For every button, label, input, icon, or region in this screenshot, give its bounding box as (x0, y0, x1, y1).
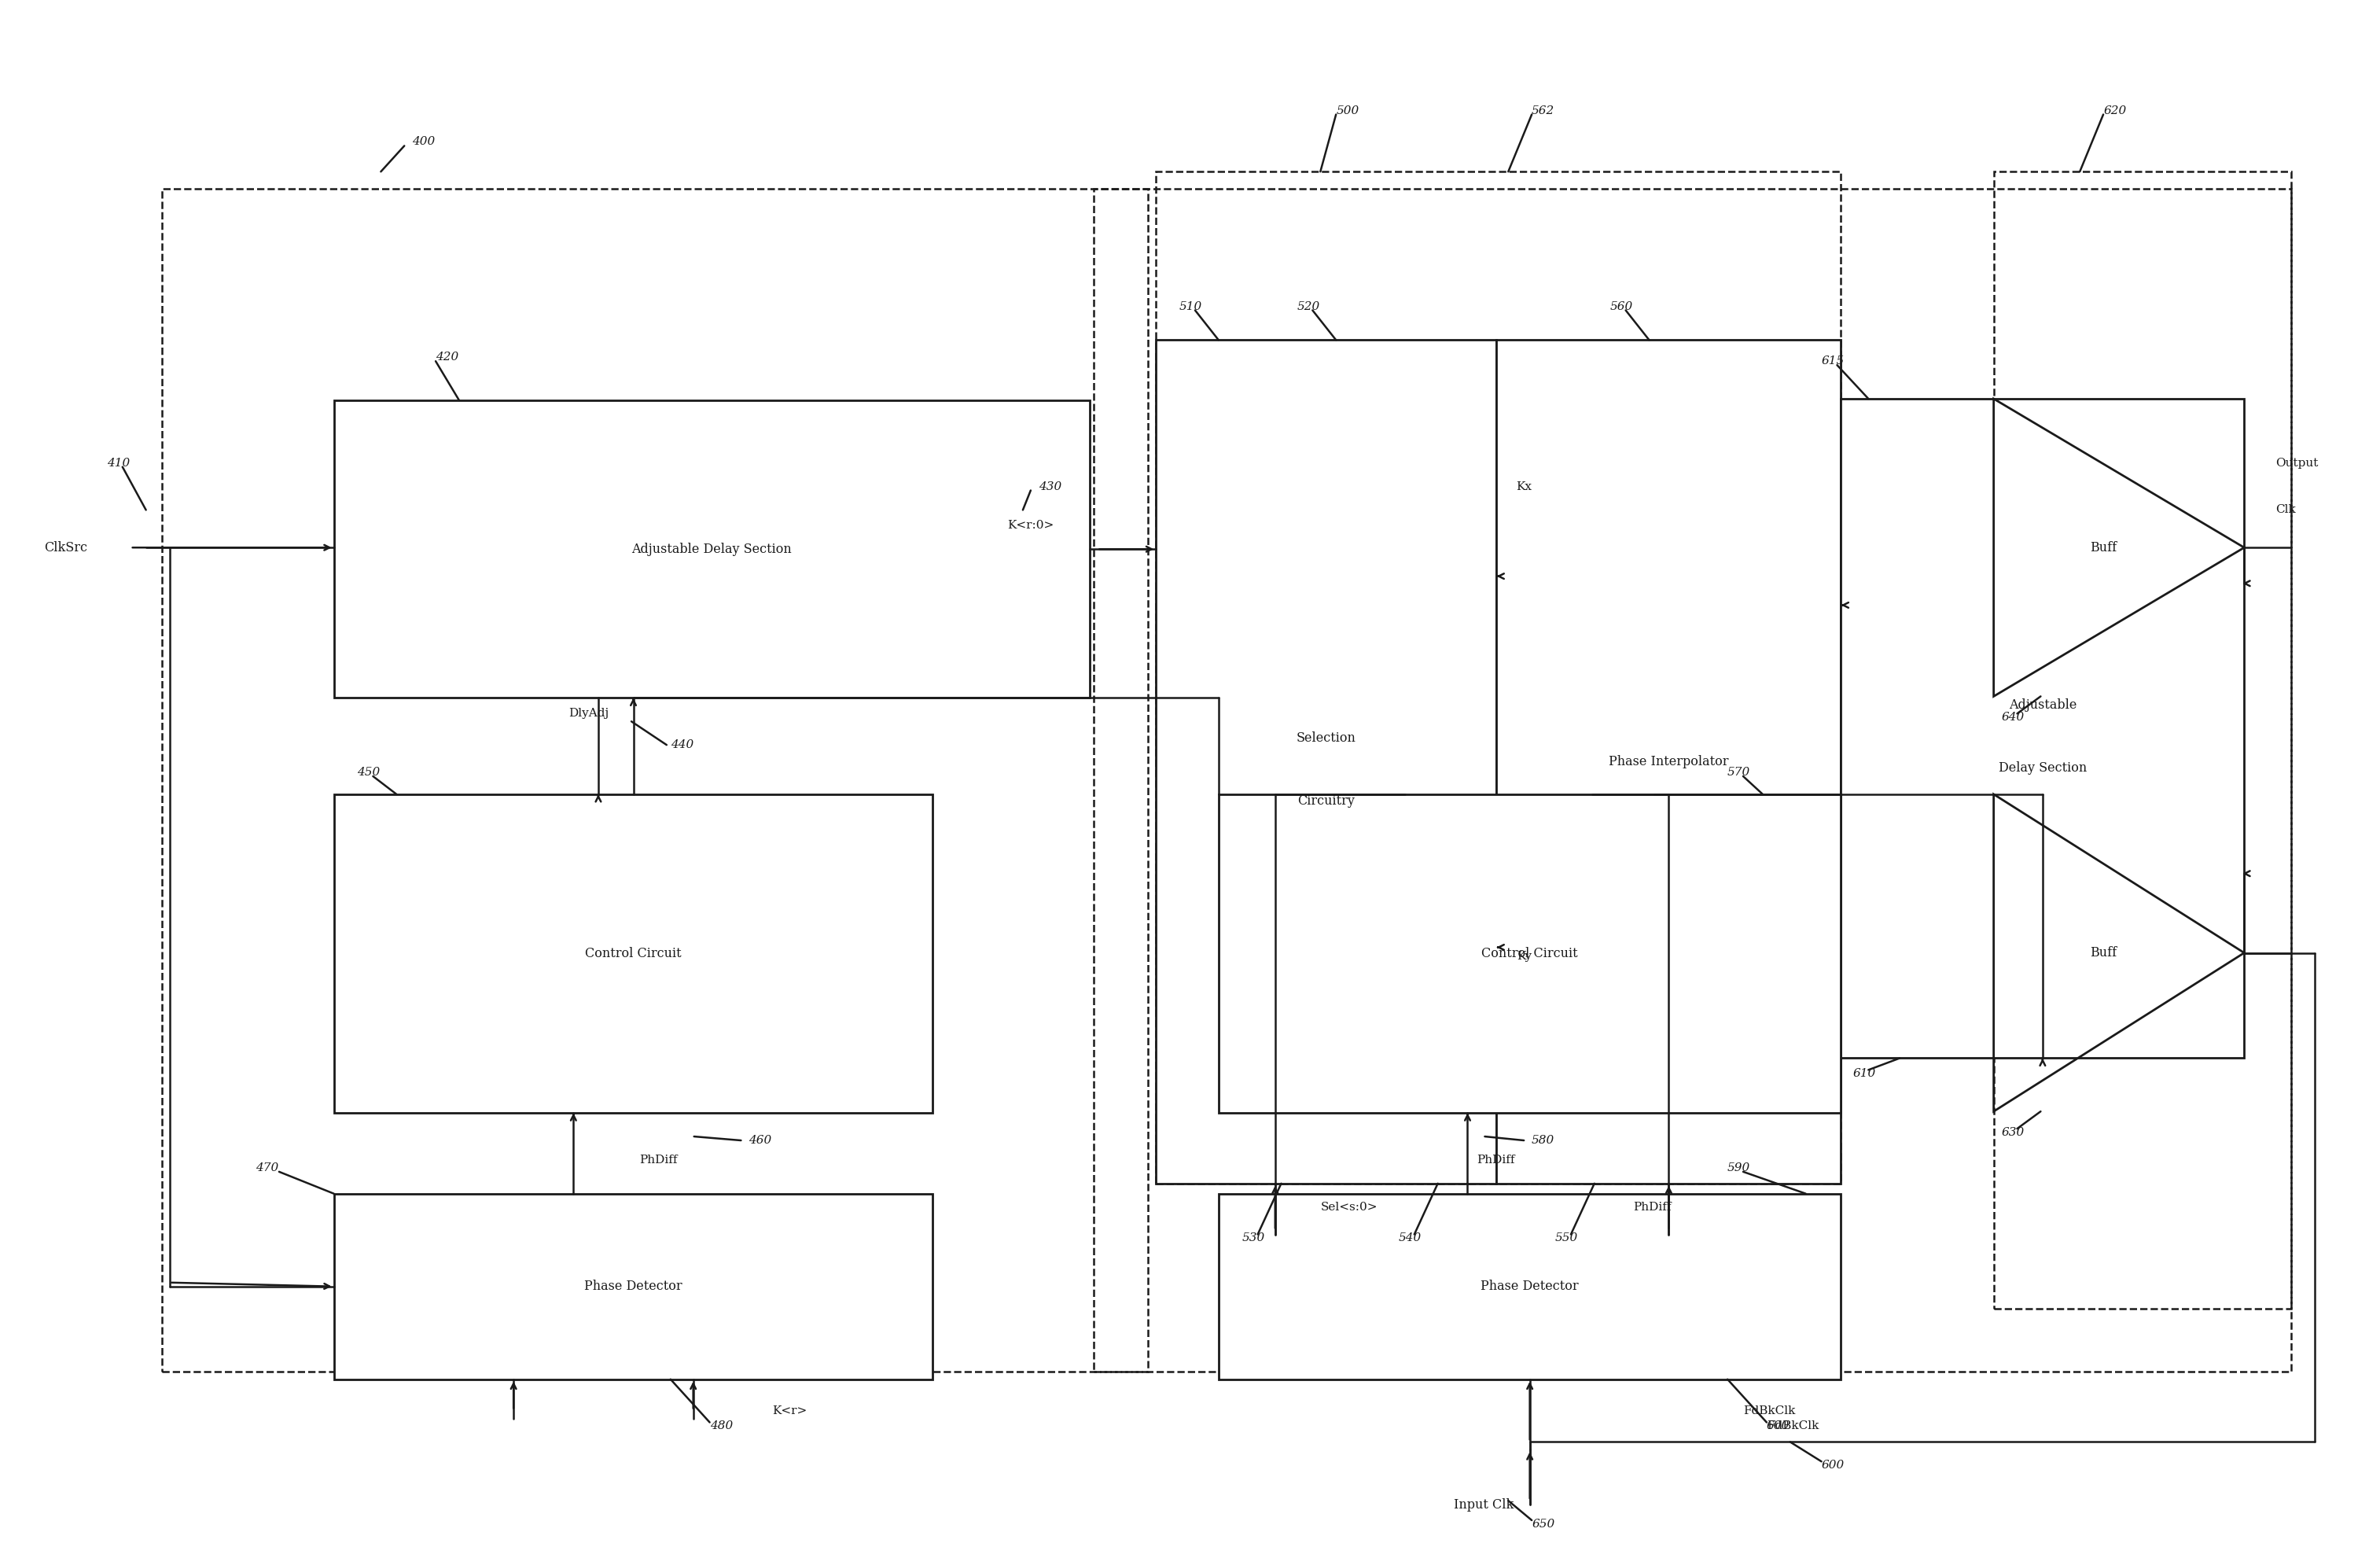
Text: Delay Section: Delay Section (1999, 761, 2087, 775)
Text: FdBkClk: FdBkClk (1766, 1420, 1818, 1433)
Text: 450: 450 (357, 767, 381, 778)
Text: PhDiff: PhDiff (640, 1154, 678, 1165)
Text: Circuitry: Circuitry (1297, 794, 1354, 808)
Text: ClkSrc: ClkSrc (45, 541, 88, 554)
Text: FdBkClk: FdBkClk (1742, 1405, 1795, 1416)
Text: K<r>: K<r> (771, 1405, 807, 1416)
Bar (1497, 340, 1842, 1183)
Text: Kx: Kx (1516, 481, 1533, 492)
Text: 650: 650 (1533, 1519, 1554, 1530)
Text: PhDiff: PhDiff (1633, 1202, 1671, 1213)
Text: Clk: Clk (2275, 504, 2297, 515)
Text: 410: 410 (107, 458, 131, 469)
Text: 440: 440 (671, 739, 693, 750)
Bar (1994, 172, 2292, 1309)
Text: 430: 430 (1038, 481, 1061, 492)
Text: 640: 640 (2002, 712, 2025, 722)
Text: 540: 540 (1399, 1233, 1421, 1244)
Text: 500: 500 (1335, 105, 1359, 116)
Text: PhDiff: PhDiff (1478, 1154, 1516, 1165)
Text: 400: 400 (412, 136, 436, 147)
Bar (1842, 399, 2244, 1058)
Text: 530: 530 (1242, 1233, 1266, 1244)
Text: Control Circuit: Control Circuit (585, 947, 681, 961)
Text: Adjustable Delay Section: Adjustable Delay Section (631, 543, 793, 555)
Text: Phase Detector: Phase Detector (585, 1279, 683, 1293)
Bar (333, 401, 1090, 698)
Text: 620: 620 (2104, 105, 2125, 116)
Text: Input Clk: Input Clk (1454, 1497, 1514, 1511)
Text: 480: 480 (709, 1420, 733, 1433)
Text: 580: 580 (1533, 1135, 1554, 1146)
Text: 510: 510 (1180, 300, 1202, 312)
Text: Sel<s:0>: Sel<s:0> (1321, 1202, 1378, 1213)
Text: 420: 420 (436, 351, 459, 362)
Bar (1157, 340, 1497, 1183)
Bar (333, 794, 933, 1112)
Text: K<r:0>: K<r:0> (1007, 520, 1054, 531)
Bar (1219, 794, 1842, 1112)
Text: 470: 470 (255, 1162, 278, 1173)
Text: Phase Detector: Phase Detector (1480, 1279, 1578, 1293)
Text: DlyAdj: DlyAdj (569, 709, 609, 719)
Text: 562: 562 (1533, 105, 1554, 116)
Text: Phase Interpolator: Phase Interpolator (1609, 755, 1728, 769)
Bar (333, 1194, 933, 1380)
Text: 600: 600 (1821, 1460, 1845, 1471)
Bar (1219, 1194, 1842, 1380)
Text: Adjustable: Adjustable (2009, 698, 2078, 712)
Text: 630: 630 (2002, 1128, 2025, 1139)
Text: Buff: Buff (2090, 947, 2116, 959)
Text: Selection: Selection (1297, 732, 1357, 746)
Text: 520: 520 (1297, 300, 1321, 312)
Bar (162, 189, 1147, 1372)
Bar (1157, 172, 1842, 1183)
Text: Ky: Ky (1516, 951, 1533, 962)
Text: 560: 560 (1609, 300, 1633, 312)
Text: Buff: Buff (2090, 541, 2116, 554)
Text: 590: 590 (1728, 1162, 1749, 1173)
Text: 460: 460 (750, 1135, 771, 1146)
Text: 610: 610 (1852, 1069, 1875, 1080)
Bar (1092, 189, 2292, 1372)
Text: Output: Output (2275, 458, 2318, 469)
Text: Control Circuit: Control Circuit (1483, 947, 1578, 961)
Text: 550: 550 (1554, 1233, 1578, 1244)
Text: 570: 570 (1728, 767, 1749, 778)
Text: 600: 600 (1766, 1420, 1790, 1433)
Text: 615: 615 (1821, 356, 1845, 367)
